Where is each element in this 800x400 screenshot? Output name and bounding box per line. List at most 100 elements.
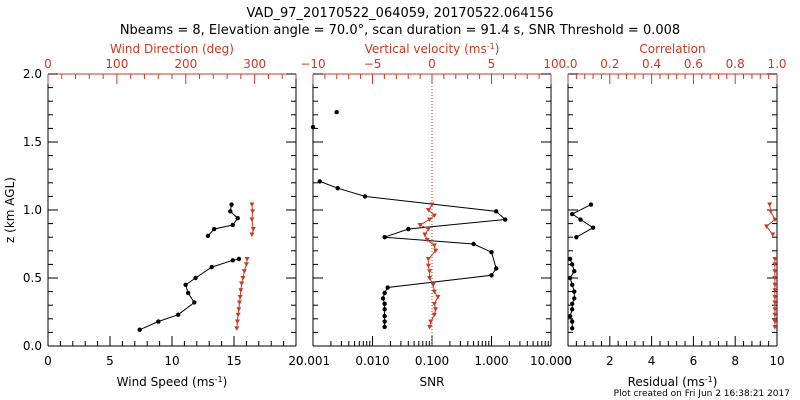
top-tick-label: 0.8 [726, 57, 745, 71]
x-tick-label: 10 [164, 354, 179, 368]
data-point [772, 295, 778, 300]
data-point [230, 222, 235, 228]
data-point [244, 256, 250, 262]
top-tick-label: 0.2 [600, 57, 619, 71]
x-tick-label: 10.000 [530, 354, 572, 368]
data-point [236, 256, 242, 262]
data-point [241, 269, 247, 274]
chart-title: VAD_97_20170522_064059, 20170522.064156 [247, 6, 554, 21]
chart-subtitle: Nbeams = 8, Elevation angle = 70.0°, sca… [120, 23, 680, 38]
data-point [435, 295, 441, 300]
data-point [425, 227, 431, 232]
data-point [335, 186, 340, 191]
data-point [380, 296, 386, 301]
data-point [569, 211, 575, 217]
top-tick-label: 5 [488, 57, 496, 71]
data-point [234, 319, 240, 325]
data-point [334, 109, 339, 115]
x-tick-label: 8 [731, 354, 739, 368]
data-point [494, 209, 499, 214]
data-point [429, 202, 435, 208]
data-point [250, 227, 256, 232]
x-tick-label: 10 [769, 354, 784, 368]
data-point [185, 290, 191, 296]
series-line [419, 204, 439, 328]
data-point [406, 226, 411, 232]
data-point [382, 319, 387, 324]
x-tick-label: 15 [226, 354, 241, 368]
data-point [427, 217, 433, 223]
y-tick-label: 0.0 [23, 339, 42, 353]
data-point [590, 225, 596, 230]
data-point [382, 324, 387, 330]
data-point [572, 289, 577, 294]
data-point [772, 256, 778, 262]
data-point [489, 273, 494, 278]
data-point [772, 288, 778, 293]
data-point [572, 296, 577, 301]
x-tick-label: 2 [606, 354, 614, 368]
data-point [229, 202, 234, 207]
data-point [567, 275, 573, 281]
data-point [772, 307, 778, 312]
data-point [243, 262, 249, 267]
data-point [235, 215, 240, 221]
x-axis-label: SNR [420, 375, 445, 389]
data-point [382, 307, 387, 312]
data-point [567, 313, 573, 319]
data-point [503, 217, 508, 222]
data-point [772, 312, 778, 318]
data-point [770, 232, 776, 237]
top-tick-label: 200 [174, 57, 197, 71]
data-point [494, 266, 499, 271]
data-point [137, 327, 142, 332]
x-tick-label: 5 [106, 354, 114, 368]
data-point [238, 288, 244, 293]
data-point [424, 237, 430, 243]
data-point [234, 326, 240, 331]
x-tick-label: 0 [44, 354, 52, 368]
x-tick-label: 6 [690, 354, 698, 368]
data-point [772, 300, 778, 305]
data-point [578, 217, 583, 222]
data-point [230, 258, 235, 263]
data-point [567, 256, 573, 262]
data-point [228, 209, 233, 214]
data-point [433, 307, 439, 312]
data-point [772, 276, 778, 281]
data-point [427, 324, 433, 330]
y-tick-label: 1.5 [23, 135, 42, 149]
panel-1: 0.0 0.5 1.0 1.5 2.0 z (km AGL) 0 5 10 15 20 Wind Sp… [3, 42, 304, 389]
data-point [417, 222, 423, 228]
top-tick-label: 100 [105, 57, 128, 71]
data-point [205, 233, 211, 239]
data-point [427, 276, 433, 281]
series-line [319, 180, 507, 327]
data-point [249, 202, 255, 208]
data-point [772, 324, 778, 330]
series-line [571, 204, 595, 238]
data-point [588, 202, 594, 207]
top-axis-label: Vertical velocity (ms-1) [365, 42, 500, 56]
top-tick-label: 0.0 [558, 57, 577, 71]
data-point [772, 282, 778, 288]
data-point [430, 282, 436, 288]
y-axis-label: z (km AGL) [3, 177, 17, 243]
x-tick-label: 20 [288, 354, 303, 368]
x-axis-label: Wind Speed (ms-1) [117, 375, 228, 389]
data-point [572, 269, 577, 274]
data-point [236, 307, 242, 312]
data-point [431, 301, 437, 307]
data-point [425, 208, 431, 213]
data-point [382, 235, 387, 240]
data-point [471, 241, 476, 247]
x-tick-label: 1.000 [474, 354, 508, 368]
data-point [569, 307, 575, 312]
data-point [772, 262, 778, 267]
data-point [310, 124, 316, 130]
data-point [431, 243, 437, 248]
data-point [433, 248, 439, 254]
top-tick-label: 0 [44, 57, 52, 71]
data-point [431, 312, 437, 318]
